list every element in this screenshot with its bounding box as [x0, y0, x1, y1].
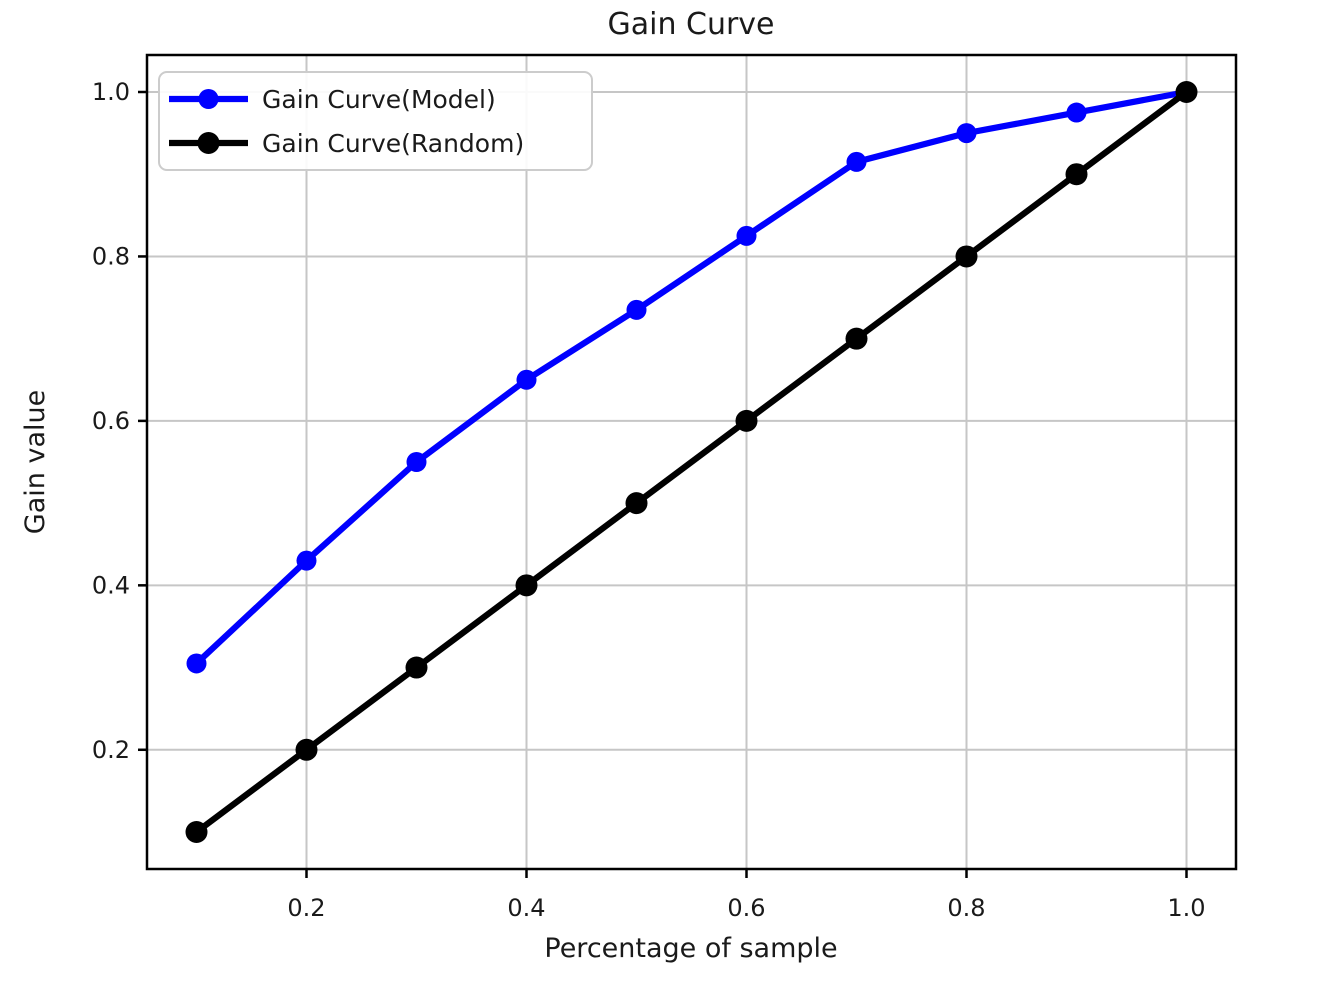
gain-curve-model-marker	[406, 452, 427, 472]
legend-label-gain-curve-random: Gain Curve(Random)	[262, 129, 524, 158]
gain-curve-random-marker	[1065, 163, 1088, 186]
legend-box	[158, 71, 593, 171]
chart-title: Gain Curve	[607, 7, 774, 42]
legend-label-gain-curve-model: Gain Curve(Model)	[262, 85, 496, 114]
gain-curve-random-marker	[955, 245, 978, 268]
plot-border	[145, 53, 1238, 871]
gain-curve-model-marker	[956, 123, 977, 144]
legend: Gain Curve(Model) Gain Curve(Random)	[158, 71, 593, 171]
gain-curve-model-marker	[736, 225, 757, 246]
gain-curve-random-line	[194, 89, 1189, 835]
series-layer	[185, 81, 1198, 843]
x-tick-label: 0.4	[507, 894, 545, 922]
y-tick-label: 0.4	[92, 571, 130, 599]
y-tick-label: 0.6	[92, 407, 130, 435]
gain-curve-model-line	[194, 88, 1188, 666]
y-tick-label: 1.0	[92, 78, 130, 106]
gain-curve-model-marker	[846, 151, 867, 172]
gain-curve-random-marker	[295, 738, 318, 761]
gain-curve-random-marker	[845, 327, 868, 350]
gain-curve-random-marker	[1175, 81, 1198, 103]
gain-curve-random-marker	[625, 492, 648, 515]
grid-layer	[147, 55, 1236, 869]
legend-sample-marker-gain-curve-random	[197, 132, 220, 154]
gain-curve-random-marker	[515, 574, 538, 597]
y-tick-label: 0.2	[92, 736, 130, 764]
gain-curve-model-marker	[516, 369, 537, 390]
x-tick-label: 0.8	[947, 894, 985, 922]
y-tick-label: 0.8	[92, 242, 130, 270]
x-tick-label: 1.0	[1167, 894, 1205, 922]
gain-curve-model-marker	[296, 550, 317, 571]
axes-layer: 0.2 0.4 0.6 0.8 1.0 0.2 0.4 0.6 0.8 1.0	[92, 53, 1238, 922]
gain-curve-random-marker	[405, 656, 428, 679]
gain-curve-random-marker	[735, 409, 758, 432]
y-axis-label: Gain value	[20, 390, 51, 534]
gain-curve-model-marker	[186, 653, 207, 674]
gain-curve-random-marker	[185, 821, 208, 843]
x-tick-label: 0.2	[287, 894, 325, 922]
gain-curve-model-marker	[626, 299, 647, 320]
legend-sample-marker-gain-curve-model	[198, 89, 219, 109]
x-axis-label: Percentage of sample	[544, 933, 837, 964]
x-tick-label: 0.6	[727, 894, 765, 922]
gain-curve-model-marker	[1066, 102, 1087, 123]
